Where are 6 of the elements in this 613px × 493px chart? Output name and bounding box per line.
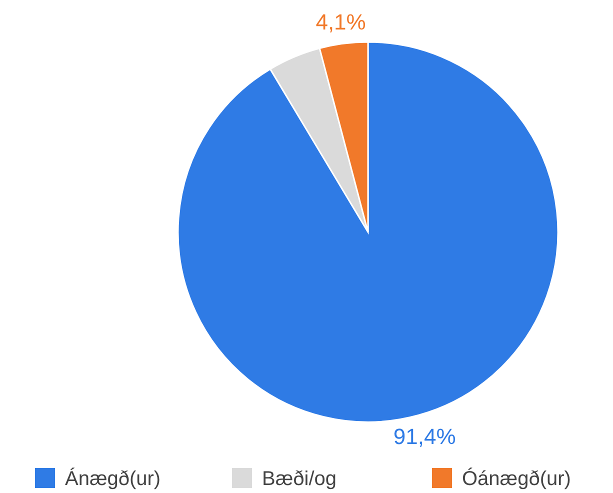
legend-label: Ánægð(ur): [65, 467, 161, 490]
data-label: 91,4%: [393, 424, 456, 450]
data-label: 4,1%: [316, 9, 366, 34]
legend-label: Bæði/og: [262, 468, 336, 490]
legend-label: Óánægð(ur): [462, 467, 571, 490]
pie-slice: [177, 41, 559, 423]
